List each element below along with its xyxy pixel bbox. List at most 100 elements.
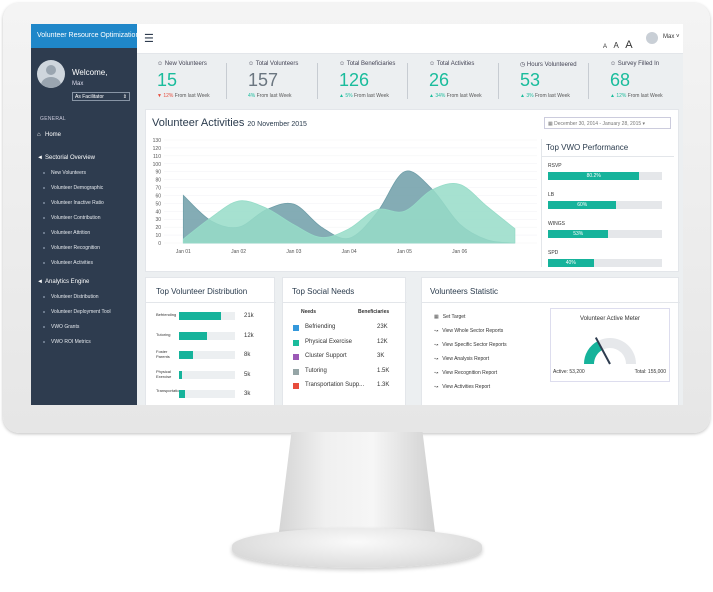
user-menu[interactable]: Max ˅ bbox=[663, 34, 680, 40]
avatar[interactable] bbox=[37, 60, 65, 88]
font-size-large-button[interactable]: A bbox=[625, 39, 633, 51]
arrow-up-icon: ▲ bbox=[520, 93, 527, 99]
need-beneficiaries: 23K bbox=[377, 324, 388, 330]
sidebar: Volunteer Resource Optimization Welcome,… bbox=[31, 24, 139, 405]
x-tick-label: Jan 01 bbox=[176, 249, 191, 255]
vwo-item-label: SPD bbox=[548, 250, 559, 256]
section-label-general: GENERAL bbox=[40, 116, 66, 122]
link-view-recognition-report[interactable]: ↝ View Recognition Report bbox=[434, 370, 498, 376]
distribution-count: 3k bbox=[244, 391, 251, 397]
sidebar-item-volunteer-inactive-ratio[interactable]: Volunteer Inactive Ratio bbox=[31, 191, 137, 206]
link-view-specific-sector-reports[interactable]: ↝ View Specific Sector Reports bbox=[434, 342, 507, 348]
need-beneficiaries: 12K bbox=[377, 338, 388, 345]
stat-divider bbox=[226, 63, 227, 99]
distribution-bar-fill bbox=[179, 370, 183, 379]
x-tick-label: Jan 03 bbox=[286, 249, 301, 255]
stats-row: ☺ New Volunteers 15 ▼ 12% From last Week ☺ … bbox=[137, 53, 683, 109]
calendar-icon: ▦ bbox=[434, 314, 439, 320]
chevron-down-icon: ˅ bbox=[676, 34, 680, 40]
sidebar-item-volunteer-contribution[interactable]: Volunteer Contribution bbox=[31, 206, 137, 221]
y-tick-label: 120 bbox=[153, 146, 162, 152]
vwo-item-label: WINGS bbox=[548, 221, 565, 227]
sidebar-item-sectorial-overview[interactable]: ◄ Sectorial Overview bbox=[31, 138, 137, 161]
link-view-analysis-report[interactable]: ↝ View Analysis Report bbox=[434, 356, 490, 362]
chart-icon: ↝ bbox=[434, 328, 439, 334]
clock-icon: ◷ bbox=[520, 62, 527, 68]
vwo-item-label: LB bbox=[548, 192, 555, 198]
sidebar-item-vwo-roi-metrics[interactable]: VWO ROI Metrics bbox=[31, 330, 137, 345]
panel-title: Volunteer Activities 20 November 2015 bbox=[152, 117, 307, 129]
link-set-target[interactable]: ▦ Set Target bbox=[434, 314, 466, 320]
link-view-whole-sector-reports[interactable]: ↝ View Whole Sector Reports bbox=[434, 328, 504, 334]
font-size-small-button[interactable]: A bbox=[603, 44, 608, 50]
x-tick-label: Jan 04 bbox=[342, 249, 357, 255]
distribution-bar bbox=[179, 351, 235, 359]
gauge-needle bbox=[594, 337, 611, 365]
need-name: Physical Exercise bbox=[305, 338, 353, 345]
x-tick-label: Jan 05 bbox=[397, 249, 412, 255]
stat-label: ☺ New Volunteers bbox=[157, 61, 207, 67]
role-select-value: As Facilitator bbox=[75, 94, 104, 100]
needs-column-header: Needs bbox=[301, 309, 317, 315]
distribution-bar-fill bbox=[179, 331, 207, 340]
sidebar-item-volunteer-distribution[interactable]: Volunteer Distribution bbox=[31, 285, 137, 300]
stat-change: ▲ 12% From last Week bbox=[610, 93, 663, 99]
y-tick-label: 80 bbox=[155, 178, 161, 184]
menu-icon[interactable]: ☰ bbox=[144, 33, 154, 45]
chart-icon: ↝ bbox=[434, 356, 439, 362]
active-gauge bbox=[584, 337, 636, 365]
user-avatar[interactable] bbox=[646, 32, 658, 44]
need-beneficiaries: 1.3K bbox=[377, 382, 390, 388]
meter-title: Volunteer Active Meter bbox=[579, 316, 641, 322]
social-needs-panel: Top Social Needs Needs Beneficiaries Bef… bbox=[282, 277, 407, 405]
distribution-label: Transportation bbox=[156, 388, 182, 393]
arrow-up-icon: ▲ bbox=[339, 93, 346, 99]
stat-value: 126 bbox=[339, 70, 370, 90]
arrow-down-icon: ▼ bbox=[157, 93, 164, 99]
sidebar-item-volunteer-deployment-tool[interactable]: Volunteer Deployment Tool bbox=[31, 300, 137, 315]
app-title[interactable]: Volunteer Resource Optimization bbox=[31, 24, 139, 48]
y-tick-label: 130 bbox=[153, 138, 162, 144]
stat-value: 157 bbox=[248, 70, 279, 90]
distribution-bar-fill bbox=[179, 390, 185, 398]
distribution-count: 12k bbox=[244, 332, 254, 339]
stat-label: ☺ Total Volunteers bbox=[248, 61, 299, 67]
vwo-progress-fill: 80.2% bbox=[548, 172, 640, 180]
distribution-count: 21k bbox=[244, 313, 254, 319]
stat-change: 4% From last Week bbox=[248, 93, 292, 99]
date-range-picker[interactable]: ▦ December 30, 2014 - January 28, 2015 ▾ bbox=[544, 117, 671, 129]
sidebar-item-vwo-grants[interactable]: VWO Grants bbox=[31, 315, 137, 330]
vwo-item-label: RSVP bbox=[548, 163, 562, 169]
sidebar-item-analytics-engine[interactable]: ◄ Analytics Engine bbox=[31, 266, 137, 285]
user-icon: ☺ bbox=[429, 61, 437, 67]
sidebar-item-home[interactable]: ⌂ Home bbox=[31, 122, 137, 138]
distribution-bar bbox=[179, 370, 235, 379]
statistic-title: Volunteers Statistic bbox=[430, 287, 499, 296]
chart-icon: ↝ bbox=[434, 384, 439, 390]
user-icon: ☺ bbox=[339, 61, 347, 67]
sidebar-item-volunteer-recognition[interactable]: Volunteer Recognition bbox=[31, 236, 137, 251]
stat-change: ▲ 34% From last Week bbox=[429, 93, 482, 99]
profile-section: Welcome, Max As Facilitator ⇕ bbox=[31, 48, 137, 110]
role-select[interactable]: As Facilitator ⇕ bbox=[72, 92, 130, 101]
font-size-medium-button[interactable]: A bbox=[613, 41, 619, 50]
distribution-count: 5k bbox=[244, 371, 251, 378]
user-icon: ☺ bbox=[248, 61, 256, 67]
vwo-progress-fill: 60% bbox=[548, 201, 617, 209]
sidebar-item-new-volunteers[interactable]: New Volunteers bbox=[31, 161, 137, 176]
sidebar-item-volunteer-activities[interactable]: Volunteer Activities bbox=[31, 251, 137, 266]
select-arrows-icon: ⇕ bbox=[122, 94, 127, 100]
distribution-bar bbox=[179, 331, 235, 340]
distribution-title: Top Volunteer Distribution bbox=[156, 287, 248, 296]
link-view-activities-report[interactable]: ↝ View Activities Report bbox=[434, 384, 491, 390]
distribution-label: Foster Parents bbox=[156, 349, 170, 359]
distribution-label: Physical Exercise bbox=[156, 368, 172, 379]
distribution-bar-fill bbox=[179, 351, 193, 359]
y-tick-label: 0 bbox=[158, 241, 161, 247]
sidebar-item-volunteer-attrition[interactable]: Volunteer Attrition bbox=[31, 221, 137, 236]
vwo-progress-bar: 60% bbox=[548, 201, 662, 209]
sidebar-item-volunteer-demographic[interactable]: Volunteer Demographic bbox=[31, 176, 137, 191]
stat-change: ▲ 3% From last Week bbox=[520, 93, 570, 99]
user-name: Max bbox=[663, 34, 675, 40]
